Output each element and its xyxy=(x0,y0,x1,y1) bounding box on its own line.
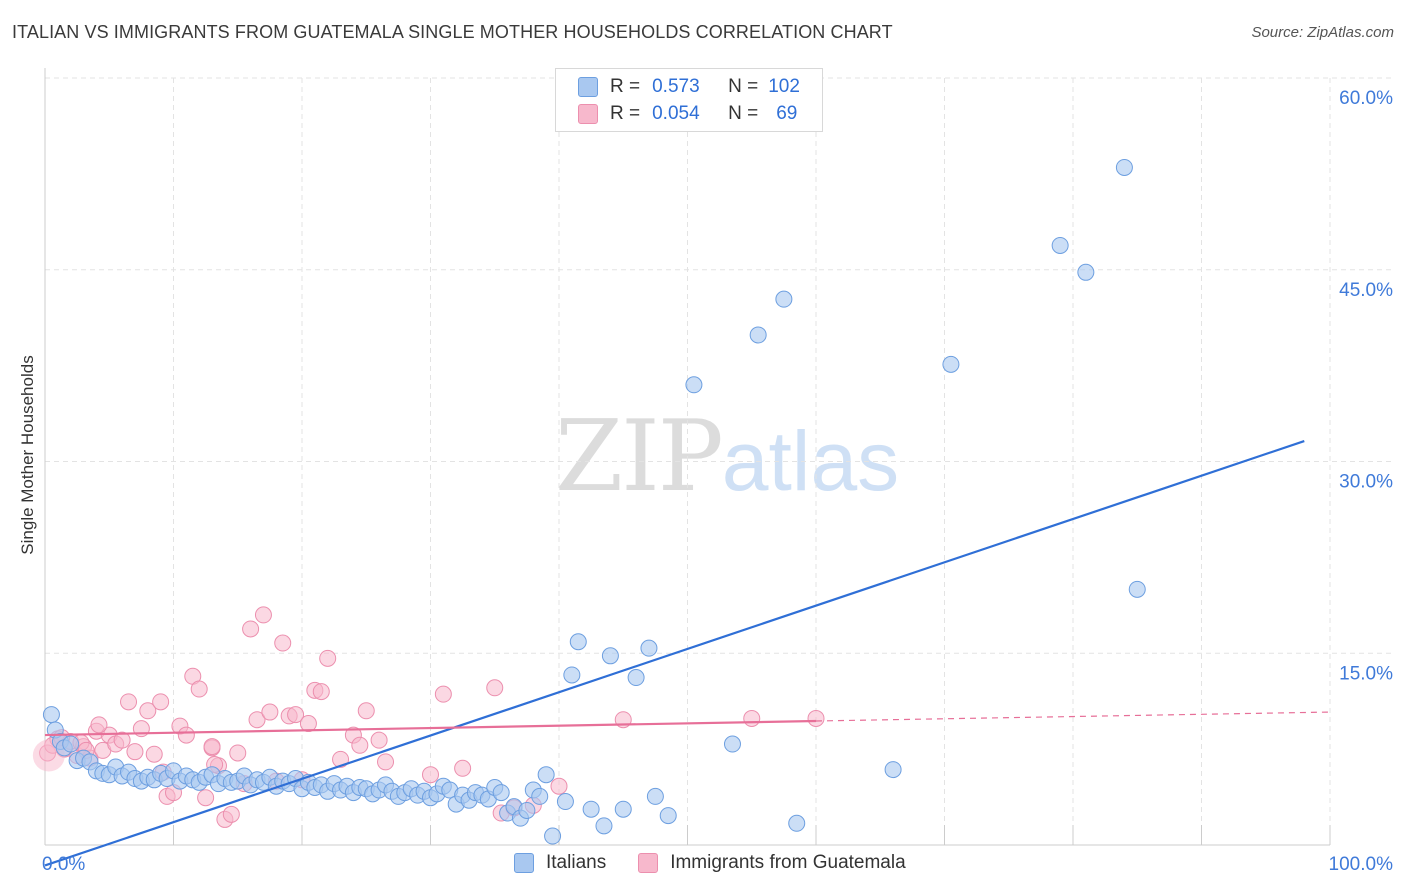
y-tick-label: 30.0% xyxy=(1339,472,1393,493)
data-point-italians xyxy=(1128,580,1146,598)
data-point-italians xyxy=(749,326,767,344)
data-point-guatemala xyxy=(351,736,369,754)
legend-r-value: 0.054 xyxy=(652,103,700,124)
legend-n-value: 102 xyxy=(768,76,800,97)
data-point-italians xyxy=(942,355,960,373)
data-point-italians xyxy=(640,639,658,657)
data-point-guatemala xyxy=(261,703,279,721)
data-point-italians xyxy=(788,814,806,832)
data-point-guatemala xyxy=(120,693,138,711)
data-point-guatemala xyxy=(434,685,452,703)
data-point-italians xyxy=(492,784,510,802)
data-point-guatemala xyxy=(312,683,330,701)
source-label: Source: ZipAtlas.com xyxy=(1251,24,1394,41)
legend-n-label: N = xyxy=(728,103,759,124)
data-point-italians xyxy=(582,800,600,818)
trend-lines xyxy=(44,440,1331,867)
grid-lines xyxy=(45,77,1393,845)
data-point-italians xyxy=(627,669,645,687)
legend-swatch-guatemala xyxy=(638,853,659,873)
legend-swatch-guatemala xyxy=(578,104,598,124)
data-point-italians xyxy=(601,647,619,665)
legend-r-label: R = xyxy=(610,76,641,97)
data-point-italians xyxy=(614,800,632,818)
legend-n-value: 69 xyxy=(776,103,798,124)
data-point-guatemala xyxy=(229,744,247,762)
data-point-italians xyxy=(62,735,80,753)
data-point-italians xyxy=(595,817,613,835)
data-point-guatemala xyxy=(177,726,195,744)
legend-swatch-italians xyxy=(514,853,534,873)
legend-n-label: N = xyxy=(728,76,759,97)
x-tick-label: 100.0% xyxy=(1329,854,1394,875)
data-point-guatemala xyxy=(145,745,163,763)
data-point-italians xyxy=(775,290,793,308)
data-point-guatemala xyxy=(807,709,825,727)
data-point-italians xyxy=(1051,236,1069,254)
data-point-guatemala xyxy=(203,738,221,756)
data-point-guatemala xyxy=(222,805,240,823)
trend-line-guatemala xyxy=(44,719,817,737)
data-point-italians xyxy=(42,706,60,724)
data-point-italians xyxy=(884,761,902,779)
data-point-guatemala xyxy=(242,620,260,638)
data-point-guatemala xyxy=(90,716,108,734)
data-point-guatemala xyxy=(299,715,317,733)
legend-r-value: 0.573 xyxy=(652,76,700,97)
data-point-italians xyxy=(723,735,741,753)
data-point-guatemala xyxy=(113,731,131,749)
data-point-italians xyxy=(537,766,555,784)
series-legend: Italians Immigrants from Guatemala xyxy=(514,852,906,874)
data-point-italians xyxy=(544,827,562,845)
series-italians-points xyxy=(42,158,1146,845)
trend-line-guatemala-projection xyxy=(815,711,1331,722)
watermark-zip: ZIP xyxy=(555,400,724,514)
y-tick-label: 45.0% xyxy=(1339,280,1393,301)
data-point-guatemala xyxy=(370,731,388,749)
data-point-guatemala xyxy=(254,606,272,624)
data-point-guatemala xyxy=(139,702,157,720)
y-tick-label: 60.0% xyxy=(1339,88,1393,109)
data-point-italians xyxy=(518,801,536,819)
data-point-italians xyxy=(646,787,664,805)
data-point-guatemala xyxy=(152,693,170,711)
legend-r-label: R = xyxy=(610,103,641,124)
data-point-italians xyxy=(659,807,677,825)
x-tick-label: 0.0% xyxy=(42,854,85,875)
data-point-italians xyxy=(531,787,549,805)
tick-labels: 15.0% 30.0% 45.0% 60.0% 0.0% 100.0% xyxy=(42,88,1393,875)
y-tick-label: 15.0% xyxy=(1339,663,1393,684)
data-point-guatemala xyxy=(743,709,761,727)
stats-legend: R = 0.573 N = 102 R = 0.054 N = 69 xyxy=(555,68,823,132)
data-point-guatemala xyxy=(550,777,568,795)
data-point-guatemala xyxy=(422,766,439,784)
chart-title: ITALIAN VS IMMIGRANTS FROM GUATEMALA SIN… xyxy=(12,22,893,42)
data-point-guatemala xyxy=(486,679,504,697)
legend-row-guatemala: R = 0.054 N = 69 xyxy=(578,102,797,126)
data-point-guatemala xyxy=(190,680,208,698)
legend-label-italians: Italians xyxy=(546,852,607,873)
data-point-guatemala xyxy=(274,634,292,652)
watermark: ZIPatlas xyxy=(555,400,899,514)
data-point-guatemala xyxy=(197,789,215,807)
data-point-italians xyxy=(569,633,587,651)
data-point-guatemala xyxy=(126,743,144,761)
data-point-guatemala xyxy=(319,649,337,667)
data-point-guatemala xyxy=(454,759,472,777)
legend-row-italians: R = 0.573 N = 102 xyxy=(578,75,800,99)
data-point-guatemala xyxy=(377,753,395,771)
legend-label-guatemala: Immigrants from Guatemala xyxy=(670,852,906,873)
data-point-italians xyxy=(1115,158,1133,176)
data-point-guatemala xyxy=(248,711,266,729)
data-point-guatemala xyxy=(287,706,305,724)
data-point-italians xyxy=(685,376,703,394)
data-point-italians xyxy=(1077,263,1095,281)
trend-line-italians xyxy=(44,440,1305,867)
data-point-italians xyxy=(556,793,574,811)
data-point-guatemala xyxy=(357,702,375,720)
legend-swatch-italians xyxy=(578,77,598,97)
data-point-italians xyxy=(563,666,581,684)
